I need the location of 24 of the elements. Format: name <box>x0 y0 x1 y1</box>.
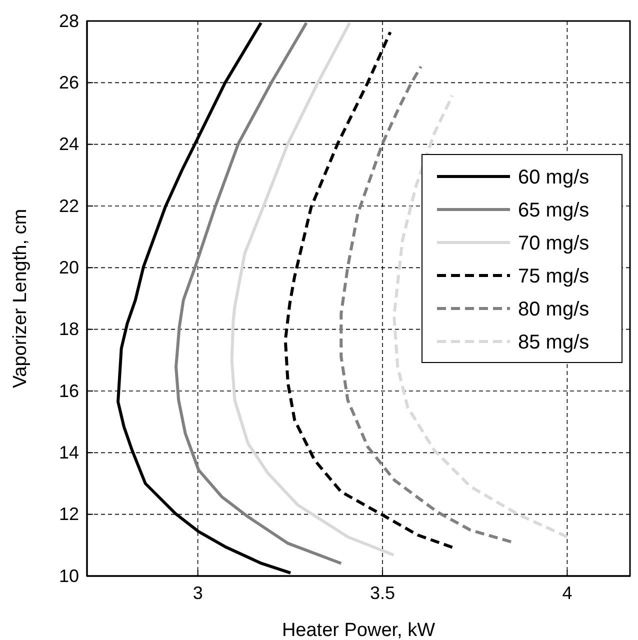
y-tick-label: 28 <box>58 10 79 31</box>
y-tick-label: 14 <box>58 442 79 462</box>
legend-label: 85 mg/s <box>518 332 590 354</box>
legend-label: 65 mg/s <box>518 200 590 222</box>
y-tick-label: 10 <box>58 566 79 586</box>
y-tick-label: 22 <box>58 196 79 216</box>
legend-label: 75 mg/s <box>518 266 590 288</box>
y-tick-label: 16 <box>58 380 79 401</box>
y-axis-title: Vaporizer Length, cm <box>10 208 31 388</box>
y-tick-label: 12 <box>58 504 79 524</box>
line-series <box>340 65 513 544</box>
y-tick-label: 20 <box>58 257 79 278</box>
legend-label: 60 mg/s <box>518 166 590 188</box>
y-tick-label: 18 <box>58 319 79 340</box>
legend-label: 70 mg/s <box>518 232 590 254</box>
line-series <box>230 21 396 557</box>
x-tick-label: 3 <box>192 582 203 603</box>
x-tick-label: 3.5 <box>370 582 396 603</box>
y-tick-label: 26 <box>58 72 79 92</box>
x-tick-label: 4 <box>562 582 572 603</box>
y-tick-label: 24 <box>58 134 79 154</box>
legend-label: 80 mg/s <box>518 298 590 320</box>
x-axis-title: Heater Power, kW <box>282 620 436 640</box>
line-series <box>174 21 343 565</box>
